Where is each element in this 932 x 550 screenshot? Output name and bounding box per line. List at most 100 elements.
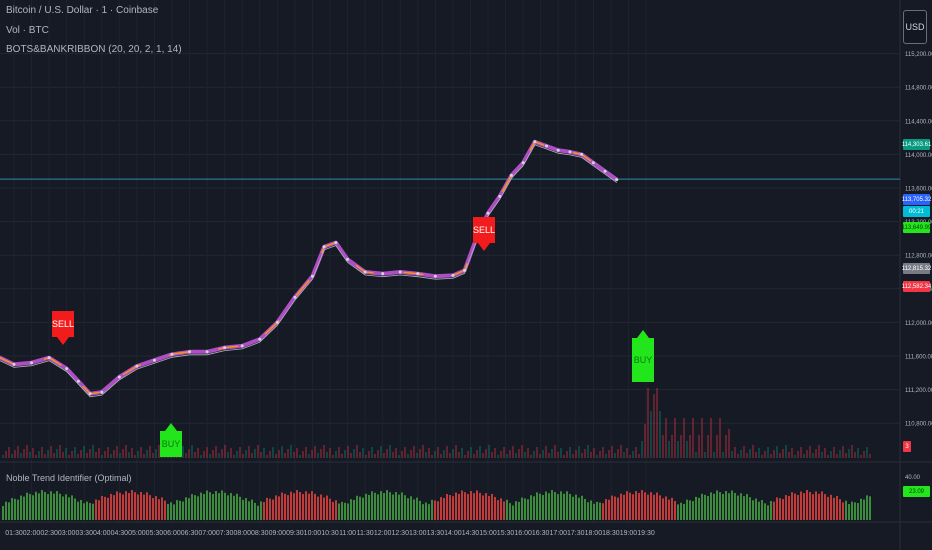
volume-bar: [611, 446, 613, 458]
indicator-bar: [857, 503, 859, 520]
indicator-bar: [512, 505, 514, 520]
indicator-bar: [839, 499, 841, 520]
indicator-bar: [362, 497, 364, 520]
indicator-bar: [284, 493, 286, 520]
volume-bar: [365, 455, 367, 458]
x-tick-label: 11:00: [339, 530, 356, 537]
volume-bar: [32, 448, 34, 458]
volume-bar: [533, 451, 535, 458]
indicator-bar: [215, 491, 217, 520]
volume-bar: [578, 446, 580, 458]
indicator-bar: [623, 494, 625, 520]
indicator-bar: [821, 491, 823, 520]
volume-bar: [683, 418, 685, 458]
indicator-bar: [431, 499, 433, 520]
volume-bar: [311, 450, 313, 458]
indicator-bar: [2, 506, 4, 520]
indicator-bar: [104, 496, 106, 520]
indicator-bar: [620, 493, 622, 520]
volume-bar: [455, 445, 457, 458]
indicator-bar: [575, 494, 577, 520]
currency-button[interactable]: USD: [903, 10, 927, 44]
indicator-bar: [659, 495, 661, 520]
indicator-bar: [674, 501, 676, 520]
indicator-bar: [23, 496, 25, 520]
indicator-bar: [53, 493, 55, 520]
indicator-bar: [5, 501, 7, 520]
indicator-bar: [239, 496, 241, 520]
price-tag-mid: 112,815.32: [902, 263, 931, 274]
volume-bar: [590, 452, 592, 458]
price-point: [47, 356, 51, 360]
volume-bar: [473, 454, 475, 458]
indicator-bar: [749, 497, 751, 520]
volume-bar: [158, 445, 160, 458]
indicator-bar: [446, 493, 448, 520]
indicator-bar: [464, 492, 466, 520]
volume-bar: [41, 447, 43, 458]
volume-bar: [857, 448, 859, 458]
volume-bar: [221, 449, 223, 458]
y-tick-label: 114,800.00: [905, 86, 932, 92]
volume-bar: [842, 446, 844, 458]
volume-bar: [404, 447, 406, 458]
indicator-bar: [134, 492, 136, 520]
volume-bar: [440, 454, 442, 458]
volume-bar: [647, 388, 649, 458]
indicator-bar: [665, 496, 667, 520]
volume-bar: [197, 448, 199, 458]
price-point: [334, 241, 338, 245]
indicator-bar: [35, 491, 37, 520]
volume-bar: [641, 441, 643, 458]
indicator-bar: [101, 495, 103, 520]
indicator-bar: [92, 503, 94, 520]
indicator-bar: [47, 494, 49, 520]
indicator-bar: [518, 501, 520, 520]
x-tick-label: 09:30: [286, 530, 304, 537]
volume-bar: [107, 447, 109, 458]
volume-bar: [803, 454, 805, 458]
indicator-bar: [356, 495, 358, 520]
x-tick-label: 16:30: [532, 530, 550, 537]
indicator-bar: [308, 493, 310, 520]
indicator-bar: [644, 492, 646, 520]
volume-bar: [845, 453, 847, 458]
volume-bar: [605, 454, 607, 458]
indicator-bar: [467, 494, 469, 520]
indicator-bar: [173, 504, 175, 520]
volume-bar: [518, 449, 520, 458]
indicator-bar: [515, 501, 517, 520]
x-tick-label: 17:00: [549, 530, 567, 537]
indicator-bar: [125, 491, 127, 520]
indicator-bar: [533, 496, 535, 520]
indicator-bar: [569, 493, 571, 520]
indicator-bar: [233, 495, 235, 520]
y-tick-label: 111,200.00: [905, 388, 932, 394]
indicator-bar: [611, 495, 613, 520]
indicator-bar: [671, 497, 673, 520]
x-tick-label: 18:30: [602, 530, 620, 537]
volume-bar: [134, 455, 136, 458]
volume-bar: [467, 451, 469, 458]
volume-bar: [758, 448, 760, 458]
indicator-bar: [200, 492, 202, 520]
volume-bar: [26, 445, 28, 458]
volume-bar: [203, 451, 205, 458]
indicator-bar: [272, 499, 274, 520]
indicator-bar: [368, 494, 370, 520]
indicator-bar: [155, 496, 157, 520]
indicator-bar: [686, 499, 688, 520]
indicator-bar: [71, 495, 73, 520]
indicator-bar: [245, 498, 247, 520]
volume-bar: [509, 450, 511, 458]
y-tick-label: 114,400.00: [905, 119, 932, 125]
price-point: [451, 273, 455, 277]
price-point: [188, 350, 192, 354]
indicator-pane-label: Noble Trend Identifier (Optimal): [6, 473, 132, 483]
volume-bar: [461, 448, 463, 458]
volume-bar: [11, 454, 13, 458]
volume-bar: [743, 446, 745, 458]
indicator-bar: [401, 492, 403, 520]
volume-bar: [425, 452, 427, 458]
